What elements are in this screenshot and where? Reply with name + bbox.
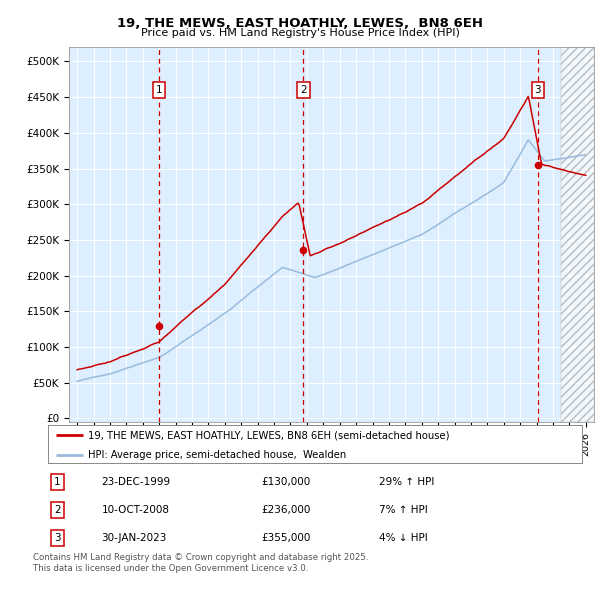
Text: £355,000: £355,000 bbox=[262, 533, 311, 543]
Text: £130,000: £130,000 bbox=[262, 477, 311, 487]
Text: 23-DEC-1999: 23-DEC-1999 bbox=[101, 477, 170, 487]
Text: HPI: Average price, semi-detached house,  Wealden: HPI: Average price, semi-detached house,… bbox=[88, 450, 346, 460]
Text: 1: 1 bbox=[156, 85, 163, 95]
Text: 10-OCT-2008: 10-OCT-2008 bbox=[101, 505, 169, 515]
Text: Price paid vs. HM Land Registry's House Price Index (HPI): Price paid vs. HM Land Registry's House … bbox=[140, 28, 460, 38]
Text: 29% ↑ HPI: 29% ↑ HPI bbox=[379, 477, 434, 487]
Text: 30-JAN-2023: 30-JAN-2023 bbox=[101, 533, 167, 543]
Text: 2: 2 bbox=[54, 505, 61, 515]
Text: 19, THE MEWS, EAST HOATHLY, LEWES, BN8 6EH (semi-detached house): 19, THE MEWS, EAST HOATHLY, LEWES, BN8 6… bbox=[88, 430, 449, 440]
Text: 19, THE MEWS, EAST HOATHLY, LEWES,  BN8 6EH: 19, THE MEWS, EAST HOATHLY, LEWES, BN8 6… bbox=[117, 17, 483, 30]
Text: £236,000: £236,000 bbox=[262, 505, 311, 515]
Bar bbox=[561, 47, 599, 422]
Text: 3: 3 bbox=[54, 533, 61, 543]
Text: Contains HM Land Registry data © Crown copyright and database right 2025.
This d: Contains HM Land Registry data © Crown c… bbox=[33, 553, 368, 573]
Text: 7% ↑ HPI: 7% ↑ HPI bbox=[379, 505, 428, 515]
Text: 1: 1 bbox=[54, 477, 61, 487]
Text: 4% ↓ HPI: 4% ↓ HPI bbox=[379, 533, 428, 543]
Text: 3: 3 bbox=[535, 85, 541, 95]
Text: 2: 2 bbox=[300, 85, 307, 95]
Bar bbox=[561, 47, 599, 422]
